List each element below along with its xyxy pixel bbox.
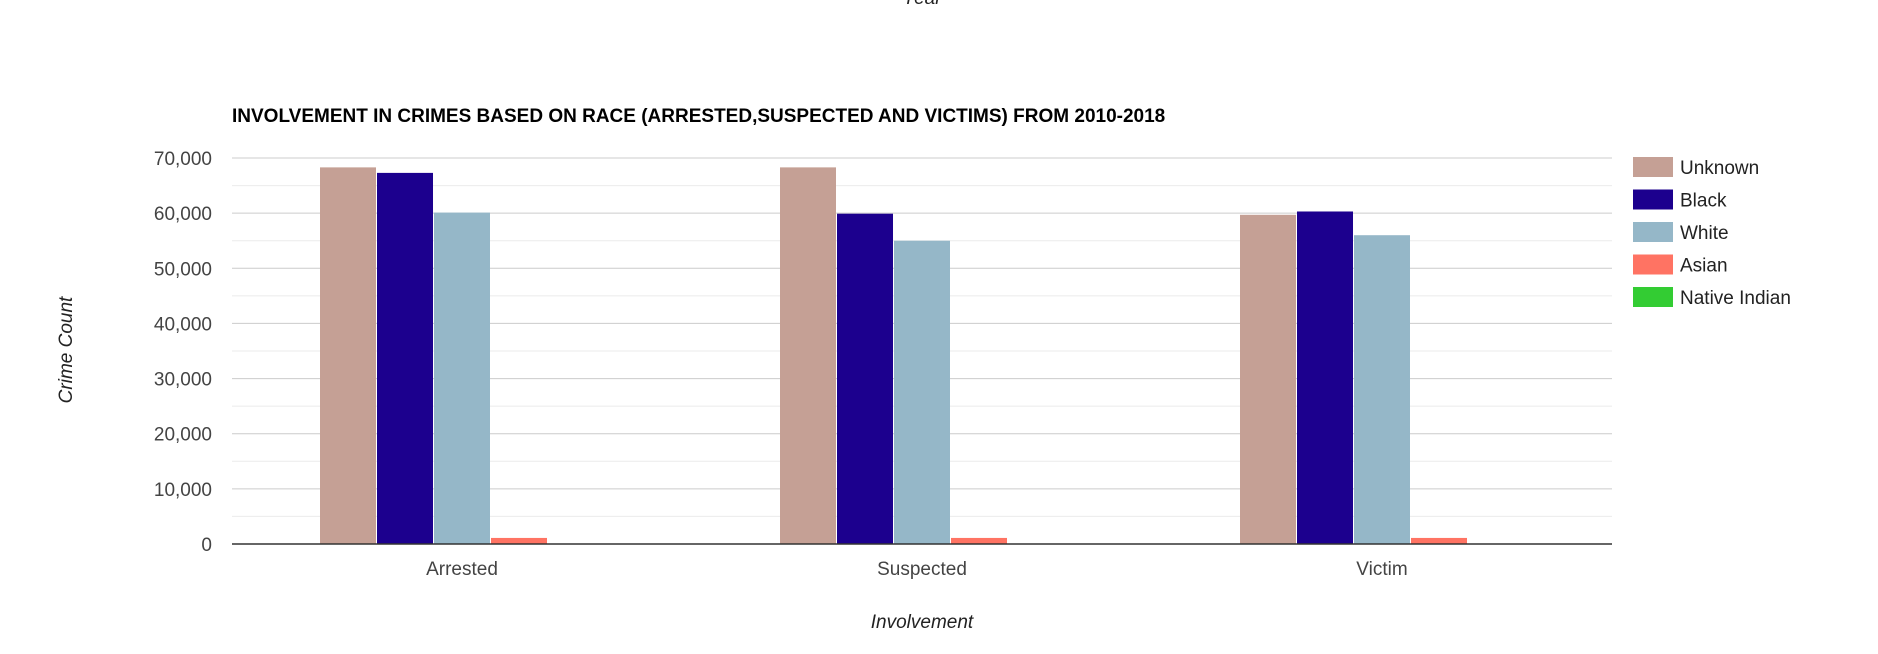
legend-swatch-native-indian[interactable] xyxy=(1633,287,1673,307)
x-axis-ticks: Arrested Suspected Victim xyxy=(426,559,1408,580)
bar-asian-victim[interactable] xyxy=(1411,537,1467,544)
y-tick-label: 30,000 xyxy=(154,370,212,391)
y-tick-label: 20,000 xyxy=(154,425,212,446)
legend-label[interactable]: Asian xyxy=(1680,256,1728,277)
bar-asian-suspected[interactable] xyxy=(951,537,1007,544)
legend-swatch-black[interactable] xyxy=(1633,189,1673,210)
y-tick-label: 10,000 xyxy=(154,480,212,501)
x-tick-label: Suspected xyxy=(877,559,967,580)
y-tick-label: 40,000 xyxy=(154,314,212,335)
legend-label[interactable]: Black xyxy=(1680,191,1727,212)
bars xyxy=(320,167,1467,545)
bar-white-arrested[interactable] xyxy=(434,212,490,544)
legend: Unknown Black White Asian Native Indian xyxy=(1633,157,1791,309)
legend-label[interactable]: Unknown xyxy=(1680,158,1759,179)
legend-label[interactable]: White xyxy=(1680,223,1729,244)
x-tick-label: Victim xyxy=(1356,559,1407,580)
bar-unknown-suspected[interactable] xyxy=(780,167,836,545)
x-tick-label: Arrested xyxy=(426,559,498,580)
legend-swatch-asian[interactable] xyxy=(1633,254,1673,275)
legend-swatch-unknown[interactable] xyxy=(1633,157,1673,177)
bar-black-victim[interactable] xyxy=(1297,211,1353,544)
chart-title: INVOLVEMENT IN CRIMES BASED ON RACE (ARR… xyxy=(232,106,1165,127)
bar-black-suspected[interactable] xyxy=(837,213,893,545)
bar-white-suspected[interactable] xyxy=(894,240,950,544)
legend-label[interactable]: Native Indian xyxy=(1680,288,1791,309)
y-axis-label: Crime Count xyxy=(56,296,77,403)
top-cut-label: Year xyxy=(902,0,942,9)
bar-white-victim[interactable] xyxy=(1354,235,1410,544)
y-tick-label: 70,000 xyxy=(154,149,212,170)
y-tick-label: 0 xyxy=(201,535,212,556)
y-tick-label: 50,000 xyxy=(154,259,212,280)
bar-unknown-victim[interactable] xyxy=(1240,214,1296,544)
y-tick-label: 60,000 xyxy=(154,204,212,225)
x-axis-label: Involvement xyxy=(871,612,974,633)
bar-asian-arrested[interactable] xyxy=(491,537,547,544)
legend-swatch-white[interactable] xyxy=(1633,222,1673,242)
y-axis-ticks: 0 10,000 20,000 30,000 40,000 50,000 60,000 70,… xyxy=(154,149,212,556)
bar-black-arrested[interactable] xyxy=(377,172,433,545)
bar-unknown-arrested[interactable] xyxy=(320,167,376,545)
